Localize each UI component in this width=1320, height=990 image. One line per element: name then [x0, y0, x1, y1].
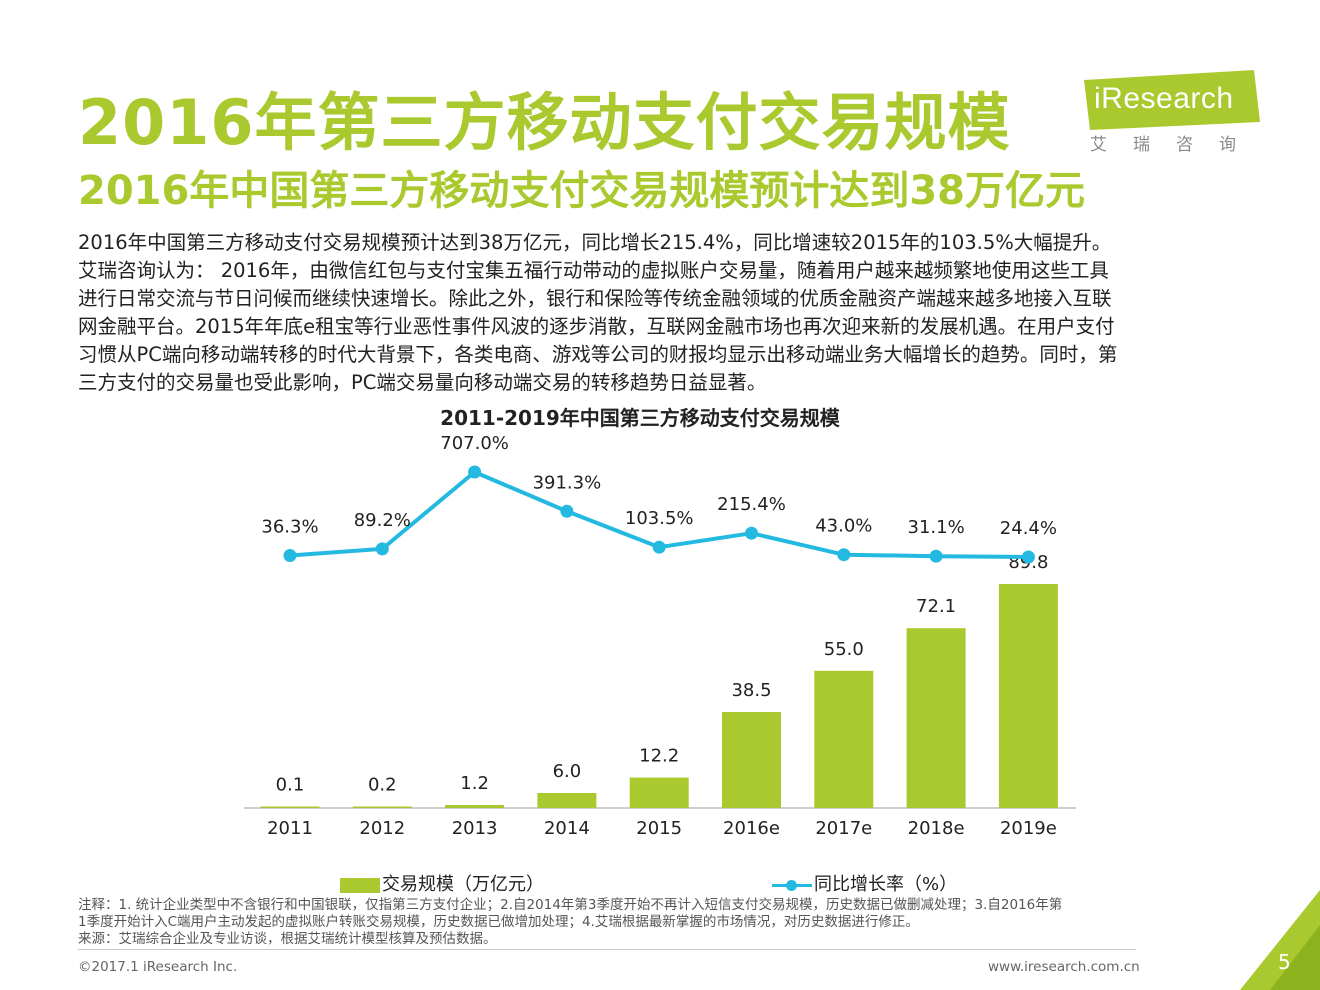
page-title: 2016年第三方移动支付交易规模 — [78, 86, 1011, 159]
note-line: 1季度开始计入C端用户主动发起的虚拟账户转账交易规模，历史数据已做增加处理；4.… — [78, 914, 919, 930]
legend-bar-label: 交易规模（万亿元） — [382, 874, 544, 895]
growth-rate-points — [283, 465, 1035, 564]
x-tick-label: 2019e — [1000, 818, 1057, 839]
legend-bar-swatch — [340, 877, 380, 893]
body-line: 艾瑞咨询认为： 2016年，由微信红包与支付宝集五福行动带动的虚拟账户交易量，随… — [78, 259, 1109, 282]
bar-series — [260, 584, 1058, 808]
growth-point-2018e — [929, 549, 943, 563]
body-line: 网金融平台。2015年年底e租宝等行业恶性事件风波的逐步消散，互联网金融市场也再… — [78, 315, 1115, 338]
bar-value-label: 12.2 — [639, 746, 679, 767]
bar-2011 — [260, 806, 320, 808]
chart-notes: 注释：1. 统计企业类型中不含银行和中国银联，仅指第三方支付企业；2.自2014… — [78, 897, 1138, 948]
bar-2013 — [445, 805, 505, 808]
bar-value-label: 38.5 — [731, 680, 771, 701]
growth-point-2017e — [837, 548, 851, 562]
body-line: 习惯从PC端向移动端转移的时代大背景下，各类电商、游戏等公司的财报均显示出移动端… — [78, 343, 1118, 366]
logo-badge-shape — [1084, 70, 1260, 130]
growth-rate-label: 707.0% — [440, 433, 509, 454]
growth-point-2011 — [283, 549, 297, 562]
growth-rate-label: 24.4% — [1000, 518, 1057, 539]
growth-point-2016e — [745, 526, 758, 540]
corner-decoration — [1240, 890, 1320, 990]
legend-line-item: 同比增长率（%） — [772, 870, 957, 896]
bar-value-label: 6.0 — [553, 761, 582, 782]
legend-line-label: 同比增长率（%） — [814, 874, 958, 895]
body-line: 三方支付的交易量也受此影响，PC端交易量向移动端交易的转移趋势日益显著。 — [78, 371, 767, 394]
growth-rate-label: 391.3% — [533, 472, 602, 493]
growth-point-2015 — [652, 540, 666, 554]
legend-bar-item: 交易规模（万亿元） — [340, 870, 544, 896]
footer-copyright: ©2017.1 iResearch Inc. — [78, 959, 238, 975]
bar-value-label: 0.1 — [276, 775, 305, 796]
chart-title: 2011-2019年中国第三方移动支付交易规模 — [440, 406, 840, 430]
growth-rate-label: 36.3% — [261, 517, 318, 538]
bar-value-label: 1.2 — [460, 773, 489, 794]
bar-value-label: 72.1 — [916, 596, 956, 617]
growth-rate-label: 215.4% — [717, 494, 786, 515]
bar-2014 — [537, 793, 597, 808]
x-tick-label: 2014 — [544, 818, 590, 839]
footer-divider — [78, 949, 1136, 950]
x-tick-label: 2017e — [815, 818, 872, 839]
iresearch-logo: iResearch 艾瑞咨询 — [1080, 70, 1270, 160]
growth-rate-label: 43.0% — [815, 516, 872, 537]
body-line: 进行日常交流与节日问候而继续快速增长。除此之外，银行和保险等传统金融领域的优质金… — [78, 287, 1112, 310]
bar-2012 — [352, 806, 412, 808]
footer-website: www.iresearch.com.cn — [988, 959, 1140, 975]
x-tick-label: 2011 — [267, 818, 313, 839]
body-paragraph: 2016年中国第三方移动支付交易规模预计达到38万亿元，同比增长215.4%，同… — [78, 229, 1258, 397]
page-number: 5 — [1278, 950, 1291, 974]
x-tick-label: 2018e — [908, 818, 965, 839]
growth-point-2019e — [1021, 550, 1035, 564]
growth-point-2012 — [375, 542, 389, 556]
logo-brand-text: iResearch — [1094, 82, 1234, 115]
bar-value-label: 55.0 — [824, 639, 864, 660]
bar-2019e — [998, 584, 1058, 808]
note-line: 注释：1. 统计企业类型中不含银行和中国银联，仅指第三方支付企业；2.自2014… — [78, 897, 1063, 913]
bar-2018e — [906, 628, 966, 808]
body-line: 2016年中国第三方移动支付交易规模预计达到38万亿元，同比增长215.4%，同… — [78, 231, 1112, 254]
x-tick-label: 2013 — [452, 818, 498, 839]
growth-rate-labels: 36.3% 89.2% 707.0% 391.3% 103.5% 215.4% 43.0% 3… — [261, 433, 1057, 539]
growth-point-2014 — [560, 504, 574, 518]
legend-line-swatch — [772, 878, 812, 893]
x-tick-label: 2016e — [723, 818, 780, 839]
bar-value-label: 0.2 — [368, 775, 397, 796]
growth-rate-label: 89.2% — [354, 510, 411, 531]
x-tick-label: 2012 — [359, 818, 405, 839]
bar-2015 — [629, 777, 689, 808]
bar-2016e — [722, 712, 781, 808]
growth-rate-label: 103.5% — [625, 508, 694, 529]
x-tick-labels: 2011 2012 2013 2014 2015 2016e 2017e 2018e 2019e — [267, 818, 1057, 839]
growth-point-2013 — [468, 465, 482, 479]
growth-rate-label: 31.1% — [908, 517, 965, 538]
logo-cn-text: 艾瑞咨询 — [1090, 135, 1262, 155]
page-subtitle: 2016年中国第三方移动支付交易规模预计达到38万亿元 — [78, 168, 1085, 214]
chart-title-row: 2011-2019年中国第三方移动支付交易规模 — [0, 402, 1320, 431]
x-tick-label: 2015 — [636, 818, 682, 839]
bar-2017e — [814, 670, 874, 808]
source-line: 来源：艾瑞综合企业及专业访谈，根据艾瑞统计模型核算及预估数据。 — [78, 931, 497, 947]
